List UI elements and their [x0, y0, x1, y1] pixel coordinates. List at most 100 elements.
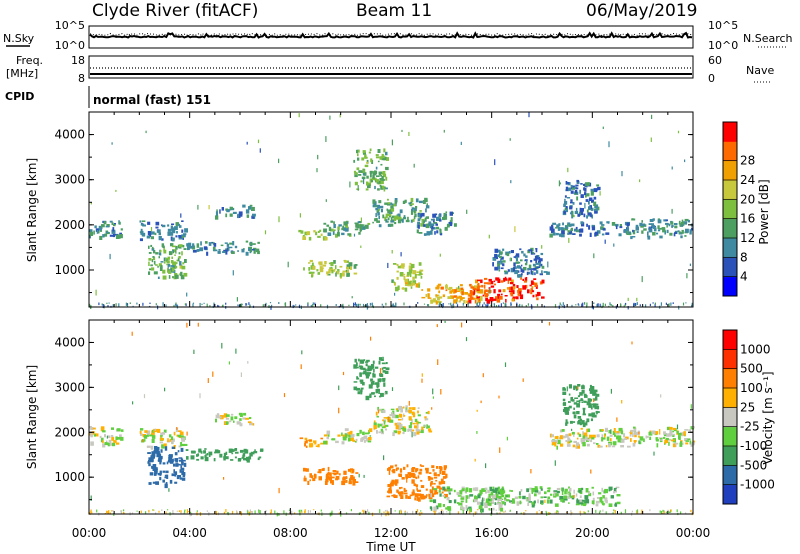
heat-cell [181, 236, 185, 239]
heat-cell [170, 243, 174, 247]
heat-cell [342, 270, 347, 273]
heat-cell [227, 246, 230, 251]
heat-cell [383, 382, 386, 387]
heat-cell [421, 378, 423, 383]
heat-cell [391, 304, 393, 308]
heat-cell [495, 491, 498, 495]
heat-cell [545, 510, 547, 513]
heat-cell [330, 266, 333, 270]
nave-label: Nave [746, 64, 774, 77]
heat-cell [582, 407, 586, 410]
heat-cell [578, 433, 582, 437]
heat-cell [432, 213, 437, 218]
heat-cell [678, 220, 681, 225]
heat-cell [478, 305, 480, 308]
heat-cell [489, 486, 493, 492]
heat-cell [590, 469, 592, 474]
heat-cell [379, 373, 383, 377]
heat-cell [304, 231, 308, 236]
heat-cell [561, 487, 563, 492]
heat-cell [318, 261, 321, 265]
heat-cell [299, 509, 301, 513]
heat-cell [142, 302, 144, 306]
heat-cell [227, 209, 230, 212]
heat-cell [317, 471, 322, 474]
heat-cell [585, 436, 588, 441]
noise-right-tick-low: 10^0 [708, 39, 738, 52]
heat-cell [497, 278, 501, 283]
heat-cell [437, 283, 442, 286]
heat-cell [604, 239, 606, 244]
heat-cell [433, 510, 435, 513]
heat-cell [519, 248, 522, 251]
heat-cell [241, 303, 243, 305]
heat-cell [300, 230, 304, 234]
heat-cell [568, 502, 570, 504]
heat-cell [666, 426, 671, 431]
heat-cell [407, 216, 409, 221]
heat-cell [390, 205, 394, 209]
heat-cell [660, 394, 662, 398]
heat-cell [399, 510, 401, 515]
heat-cell [417, 218, 421, 222]
heat-cell [584, 202, 586, 209]
heat-cell [671, 224, 674, 227]
heat-cell [213, 249, 218, 252]
heat-cell [165, 304, 167, 307]
heat-cell [449, 290, 453, 294]
heat-cell [247, 510, 249, 515]
heat-cell [641, 220, 643, 223]
heat-cell [496, 493, 499, 498]
heat-cell [476, 409, 478, 412]
heat-cell [179, 261, 182, 266]
heat-cell [483, 291, 487, 295]
heat-cell [528, 493, 531, 497]
heat-cell [647, 231, 649, 236]
heat-cell [530, 280, 534, 285]
heat-cell [98, 227, 103, 231]
heat-cell [538, 262, 541, 267]
heat-cell [484, 289, 488, 292]
heat-cell [313, 230, 316, 233]
heat-cell [569, 492, 571, 497]
heat-cell [102, 304, 104, 308]
heat-cell [154, 428, 157, 431]
heat-cell [605, 232, 610, 235]
heat-cell [433, 499, 437, 504]
heat-cell [335, 440, 339, 444]
heat-cell [120, 436, 124, 441]
heat-cell [104, 434, 106, 438]
heat-cell [619, 440, 623, 443]
heat-cell [152, 509, 154, 511]
heat-cell [571, 428, 573, 431]
heat-cell [635, 224, 639, 228]
heat-cell [596, 184, 600, 187]
heat-cell [461, 291, 464, 296]
heat-cell [162, 470, 166, 473]
heat-cell [602, 302, 604, 307]
heat-cell [375, 171, 378, 175]
heat-cell [510, 267, 514, 273]
heat-cell [341, 272, 345, 277]
heat-cell [498, 506, 502, 511]
heat-cell [524, 259, 528, 261]
heat-cell [310, 271, 315, 274]
heat-cell [145, 511, 147, 515]
heat-cell [387, 484, 391, 488]
heat-cell [483, 282, 488, 285]
heat-cell [411, 431, 413, 438]
heat-cell [557, 226, 561, 231]
heat-cell [89, 229, 93, 233]
heat-cell [338, 224, 342, 227]
heat-cell [178, 256, 181, 259]
heat-cell [389, 482, 394, 487]
heat-cell [432, 396, 434, 399]
heat-cell [184, 228, 188, 233]
heat-cell [423, 233, 427, 236]
heat-cell [686, 273, 688, 279]
heat-cell [449, 511, 451, 515]
heat-cell [583, 187, 585, 191]
heat-cell [366, 159, 369, 164]
heat-cell [588, 403, 592, 408]
heat-cell [575, 503, 580, 506]
